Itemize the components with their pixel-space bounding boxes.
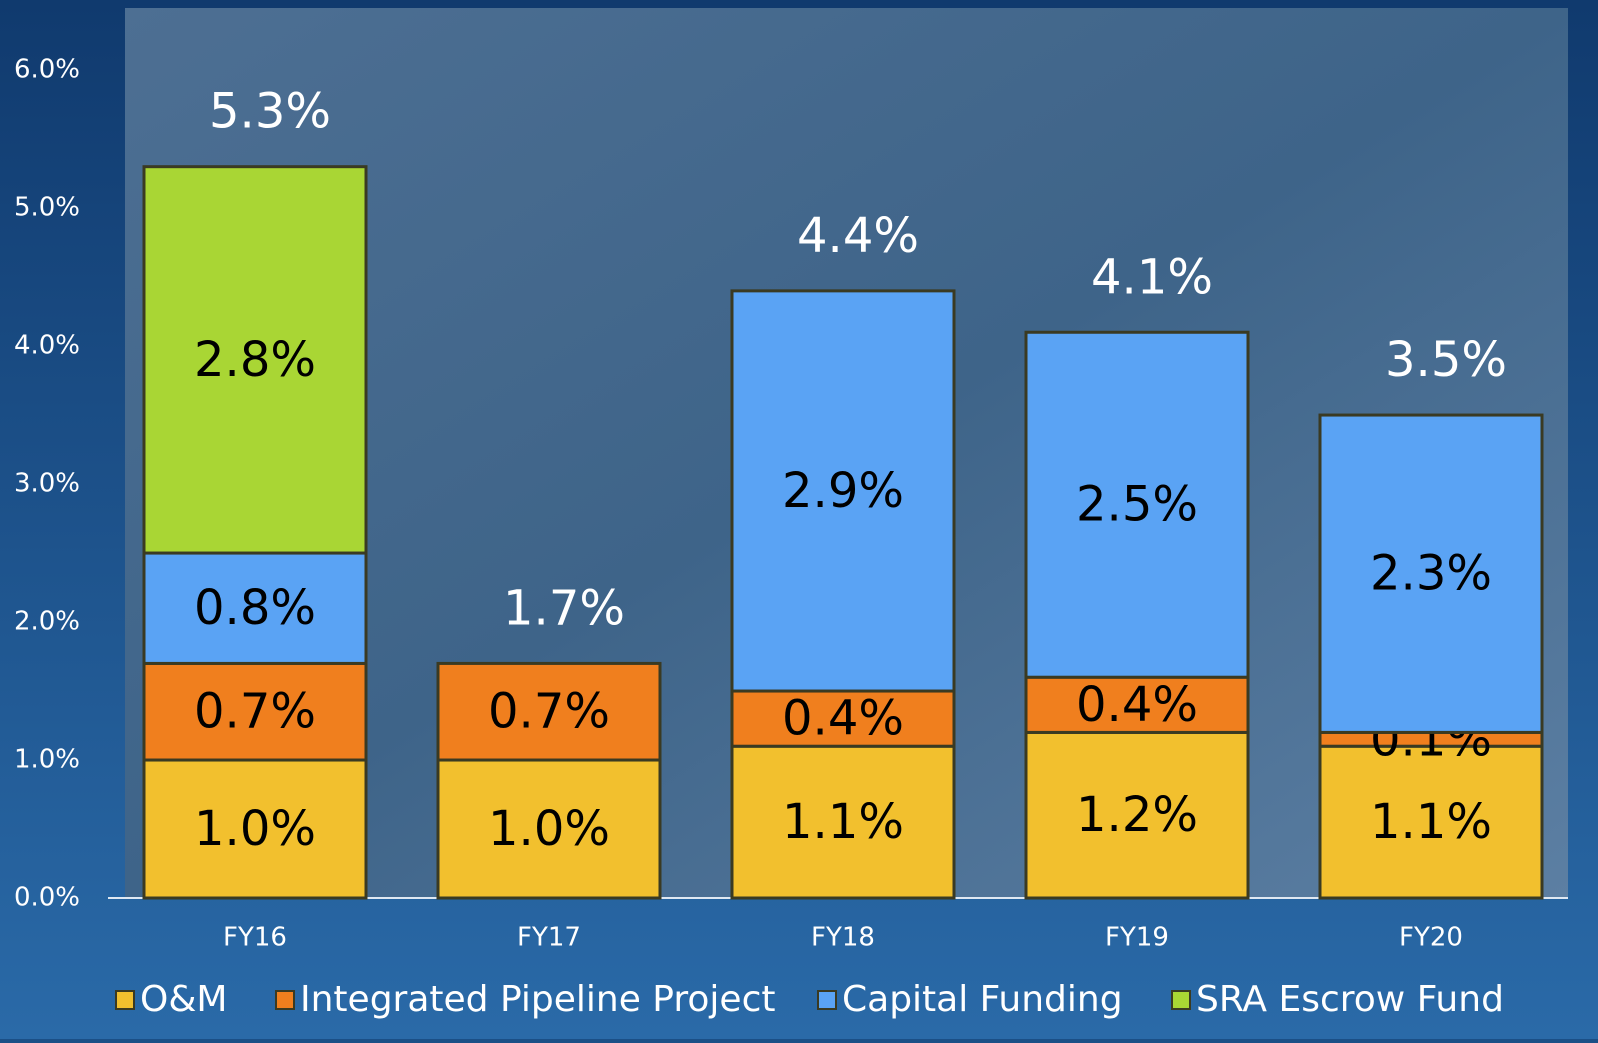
- total-label: 1.7%: [503, 580, 625, 636]
- legend-label: Integrated Pipeline Project: [300, 979, 775, 1020]
- segment-label: 2.5%: [1076, 477, 1198, 533]
- segment-label: 1.0%: [488, 801, 610, 857]
- total-label: 3.5%: [1385, 332, 1507, 388]
- segment-label: 0.7%: [194, 684, 316, 740]
- chart: 0.0% 1.0% 2.0% 3.0% 4.0% 5.0% 6.0% 1.0% 0.7% 0.8%…: [0, 0, 1598, 1039]
- y-tick-label: 6.0%: [14, 55, 80, 85]
- total-label: 5.3%: [209, 84, 331, 140]
- total-label: 4.4%: [797, 208, 919, 264]
- x-tick-label: FY16: [223, 923, 287, 953]
- segment-label: 0.4%: [1076, 677, 1198, 733]
- y-tick-label: 1.0%: [14, 745, 80, 775]
- x-tick-label: FY17: [517, 923, 581, 953]
- segment-label: 1.2%: [1076, 787, 1198, 843]
- segment-label: 2.9%: [782, 463, 904, 519]
- legend-label: SRA Escrow Fund: [1196, 979, 1504, 1020]
- y-tick-label: 4.0%: [14, 331, 80, 361]
- legend-label: O&M: [140, 979, 227, 1020]
- legend-swatch: [818, 991, 836, 1009]
- x-tick-label: FY19: [1105, 923, 1169, 953]
- y-tick-label: 3.0%: [14, 469, 80, 499]
- segment-label: 2.3%: [1370, 546, 1492, 602]
- segment-label: 1.1%: [782, 794, 904, 850]
- segment-label: 1.1%: [1370, 794, 1492, 850]
- total-label: 4.1%: [1091, 249, 1213, 305]
- legend-swatch: [116, 991, 134, 1009]
- segment-label: 0.7%: [488, 684, 610, 740]
- y-tick-label: 5.0%: [14, 193, 80, 223]
- y-tick-label: 2.0%: [14, 607, 80, 637]
- segment-label: 2.8%: [194, 332, 316, 388]
- segment-label: 0.4%: [782, 691, 904, 747]
- x-tick-label: FY18: [811, 923, 875, 953]
- y-tick-label: 0.0%: [14, 883, 80, 913]
- legend-swatch: [1172, 991, 1190, 1009]
- segment-label: 1.0%: [194, 801, 316, 857]
- legend-swatch: [276, 991, 294, 1009]
- legend-label: Capital Funding: [842, 979, 1123, 1020]
- segment-label: 0.8%: [194, 580, 316, 636]
- x-tick-label: FY20: [1399, 923, 1463, 953]
